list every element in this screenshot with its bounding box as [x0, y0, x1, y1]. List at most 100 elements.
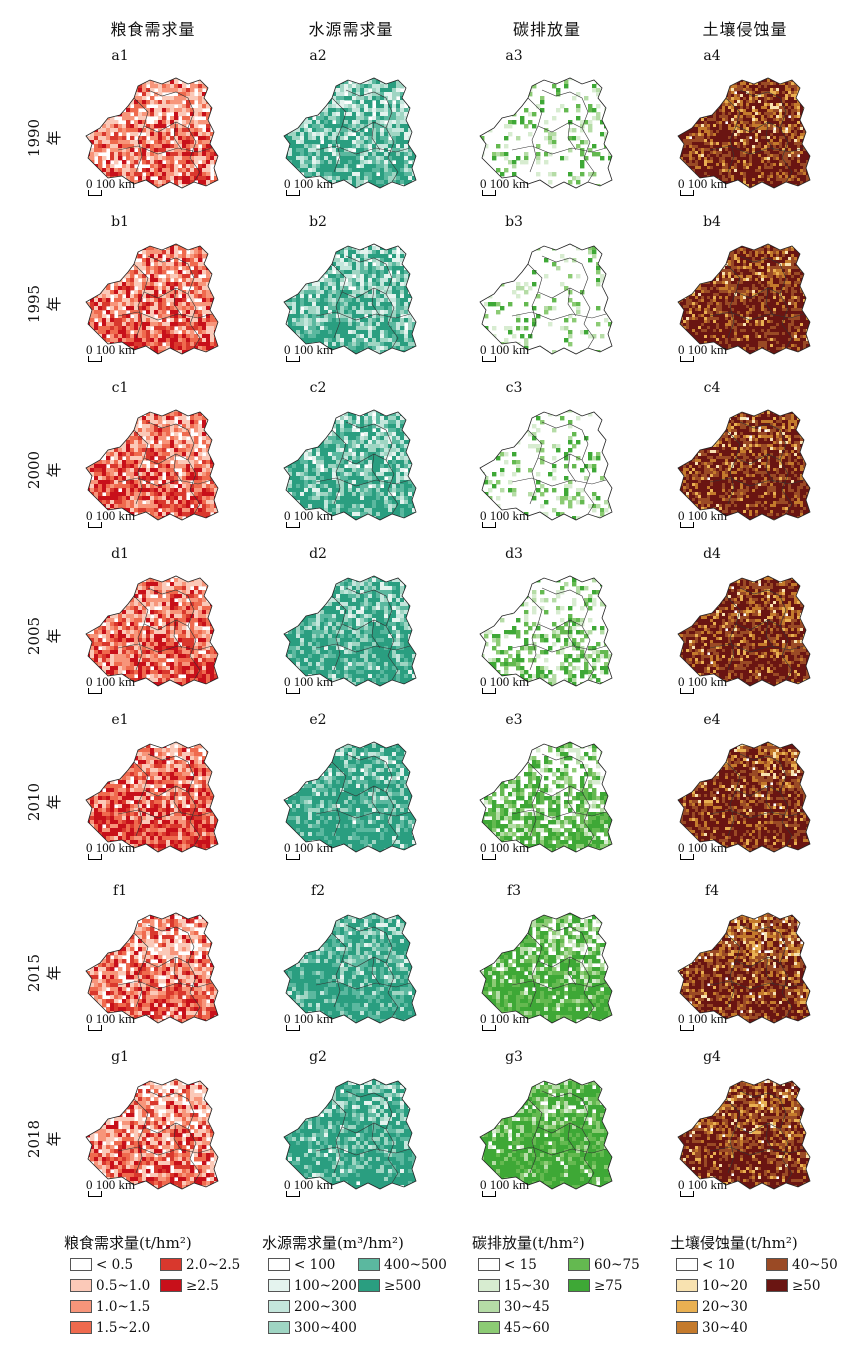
map-cell	[794, 97, 798, 101]
map-cell	[86, 120, 87, 125]
map-cell	[162, 188, 166, 192]
map-cell	[118, 168, 123, 173]
map-cell	[166, 338, 171, 343]
map-cell	[118, 298, 123, 303]
map-cell	[174, 354, 178, 358]
map-cell	[324, 250, 329, 255]
map-cell	[746, 94, 750, 98]
map-cell	[400, 132, 405, 137]
map-cell	[376, 176, 381, 181]
map-cell	[368, 180, 373, 185]
map-cell	[186, 346, 191, 351]
map-cell	[388, 244, 393, 247]
map-cell	[686, 94, 690, 98]
map-cell	[122, 124, 127, 129]
map-cell	[110, 88, 115, 93]
map-cell	[300, 104, 305, 109]
map-cell	[284, 266, 285, 271]
map-cell	[779, 88, 783, 92]
map-cell	[324, 144, 329, 149]
map-cell	[716, 82, 720, 86]
map-cell	[166, 172, 171, 177]
map-cell	[182, 322, 187, 327]
map-cell	[146, 108, 151, 113]
map-cell	[320, 246, 325, 251]
map-cell	[90, 120, 95, 125]
map-cell	[300, 254, 305, 259]
map-cell	[340, 156, 345, 161]
map-cell	[218, 242, 222, 246]
map-cell	[352, 184, 357, 188]
map-cell	[388, 164, 393, 169]
map-cell	[776, 109, 780, 113]
map-cell	[496, 96, 501, 101]
map-cell	[416, 180, 420, 184]
map-cell	[764, 133, 768, 137]
map-cell	[198, 156, 203, 161]
map-cell	[809, 118, 810, 122]
map-cell	[98, 314, 103, 319]
map-cell	[704, 157, 708, 161]
map-cell	[194, 172, 199, 177]
map-cell	[218, 156, 222, 160]
map-cell	[214, 184, 218, 188]
map-cell	[158, 164, 163, 169]
map-cell	[392, 184, 397, 188]
map-cell	[767, 172, 771, 176]
map-cell	[695, 166, 699, 170]
map-cell	[396, 156, 401, 161]
map-cell	[740, 109, 744, 113]
map-cell	[86, 302, 91, 307]
map-cell	[308, 80, 313, 85]
map-cell	[186, 290, 191, 295]
map-cell	[158, 172, 163, 177]
map-cell	[368, 184, 373, 188]
map-cell	[218, 354, 222, 358]
map-cell	[154, 326, 159, 331]
map-cell	[704, 139, 708, 143]
map-cell	[284, 250, 289, 255]
map-cell	[348, 84, 353, 89]
map-cell	[90, 136, 95, 141]
map-cell	[114, 330, 119, 335]
map-cell	[782, 82, 786, 86]
map-cell	[737, 169, 741, 173]
map-cell	[202, 78, 207, 81]
map-cell	[348, 128, 353, 133]
map-cell	[300, 148, 305, 153]
map-cell	[284, 116, 289, 121]
map-cell	[683, 136, 687, 140]
map-cell	[719, 121, 723, 125]
map-cell	[404, 164, 409, 169]
map-cell	[380, 144, 385, 149]
subregion-boundary	[117, 311, 213, 321]
map-cell	[680, 136, 684, 140]
map-cell	[114, 302, 119, 307]
map-cell	[336, 172, 341, 177]
map-cell	[412, 148, 416, 153]
map-cell	[158, 78, 163, 81]
map-cell	[98, 100, 103, 105]
map-cell	[740, 151, 744, 155]
map-cell	[332, 96, 337, 101]
map-cell	[368, 140, 373, 145]
map-cell	[710, 103, 714, 107]
map-cell	[728, 121, 732, 125]
map-cell	[174, 244, 179, 247]
map-cell	[364, 132, 369, 137]
map-cell	[524, 160, 529, 165]
map-cell	[556, 188, 560, 192]
map-cell	[102, 314, 107, 319]
map-cell	[761, 106, 765, 110]
map-cell	[138, 136, 143, 141]
map-cell	[130, 286, 135, 291]
map-cell	[344, 172, 349, 177]
map-cell	[376, 164, 381, 169]
map-cell	[134, 160, 139, 165]
map-cell	[376, 152, 381, 157]
map-cell	[198, 258, 203, 263]
map-cell	[138, 354, 142, 358]
map-cell	[344, 164, 349, 169]
map-cell	[764, 187, 768, 188]
map-cell	[138, 290, 143, 295]
